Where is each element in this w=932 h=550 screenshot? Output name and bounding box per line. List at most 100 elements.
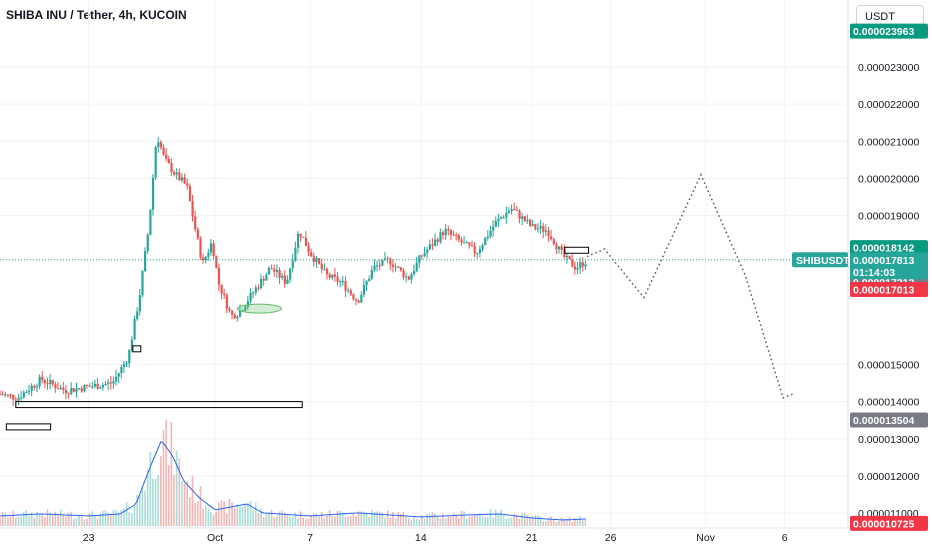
volume-bar [481, 516, 484, 526]
volume-bar [249, 500, 252, 526]
candle-body [552, 239, 555, 245]
candle-body [86, 384, 89, 386]
volume-bar [144, 490, 146, 526]
volume-bar [202, 508, 204, 526]
candle-body [289, 268, 292, 280]
candle-body [484, 237, 487, 246]
volume-bar [70, 511, 72, 526]
volume-bar [444, 518, 447, 526]
candle-body [547, 230, 550, 237]
candle-body [473, 246, 476, 254]
volume-bar [191, 475, 194, 526]
price-badge [850, 282, 928, 298]
candle-body [281, 275, 284, 278]
volume-bar [463, 511, 465, 526]
candle-body [25, 392, 28, 394]
annotation-rectangle [564, 246, 590, 254]
volume-bar [566, 519, 568, 526]
candle-body [70, 388, 73, 394]
candle-body [291, 260, 294, 269]
candle-body [550, 236, 553, 240]
candle-body [455, 235, 458, 237]
volume-bar [223, 501, 225, 526]
volume-bar [254, 502, 257, 526]
candle-body [228, 308, 231, 311]
candle-body [405, 276, 408, 278]
volume-bar [0, 517, 1, 526]
candle-body [494, 220, 497, 227]
volume-bar [239, 506, 241, 526]
volume-bar [28, 516, 30, 526]
candle-body [167, 158, 170, 164]
price-tick-label: 0.000020000 [858, 173, 919, 185]
price-badge-label: 0.000017013 [853, 285, 914, 297]
candle-body [457, 235, 461, 240]
candle-body [270, 268, 273, 270]
candle-body [444, 229, 447, 236]
candle-body [539, 226, 542, 229]
volume-bar [568, 517, 571, 526]
volume-bar [336, 510, 339, 526]
annotation-rectangle [132, 345, 142, 353]
candle-body [64, 390, 68, 394]
volume-bar [402, 511, 405, 526]
volume-bar [542, 521, 544, 526]
time-tick-label: 14 [415, 532, 427, 544]
candle-body [122, 363, 126, 367]
volume-bar [146, 470, 149, 526]
candle-body [233, 314, 236, 319]
volume-bar [405, 516, 407, 526]
volume-bar [67, 512, 70, 526]
price-axis: 0.000023000 0.000022000 0.000021000 0.00002… [858, 62, 919, 520]
candle-body [257, 287, 260, 289]
volume-bar [54, 511, 57, 526]
volume-bar [44, 517, 46, 526]
volume-bar [513, 514, 515, 526]
volume-bar [442, 513, 444, 526]
volume-bar [434, 513, 436, 526]
volume-bars [0, 420, 587, 526]
volume-bar [529, 517, 531, 526]
volume-bar [302, 517, 305, 526]
volume-bar [225, 513, 228, 526]
volume-bar [365, 512, 368, 526]
candle-body [412, 270, 416, 275]
candle-body [315, 258, 318, 262]
volume-bar [204, 505, 207, 526]
price-tick-label: 0.000023000 [858, 62, 919, 74]
volume-bar [450, 516, 452, 526]
candle-body [188, 185, 192, 202]
candle-body [207, 252, 210, 257]
volume-bar [20, 516, 22, 526]
volume-bar [534, 515, 537, 526]
volume-bar [328, 510, 331, 526]
candle-body [12, 394, 15, 400]
price-tick-label: 0.000021000 [858, 136, 919, 148]
candle-body [128, 349, 131, 364]
volume-bar [560, 517, 563, 526]
volume-bar [370, 510, 373, 526]
candle-body [9, 394, 12, 396]
candle-body [383, 258, 387, 260]
volume-bar [162, 430, 165, 526]
candle-body [318, 258, 321, 264]
volume-ma-line [0, 440, 586, 521]
candle-body [254, 287, 257, 293]
volume-bar [7, 517, 9, 526]
candle-body [320, 263, 323, 270]
volume-bar [241, 506, 244, 526]
candle-body [565, 255, 569, 258]
volume-bar [244, 504, 247, 526]
candle-body [72, 388, 76, 392]
volume-bar [344, 517, 347, 526]
candle-body [373, 265, 376, 270]
volume-bar [160, 456, 162, 526]
time-axis: 23 Oct 7 14 21 26 Nov 6 [83, 532, 788, 544]
candle-body [460, 239, 463, 243]
candle-body [17, 397, 20, 401]
candle-body [389, 258, 392, 265]
candle-body [302, 236, 305, 238]
candle-body [465, 242, 468, 244]
candle-body [104, 383, 107, 385]
